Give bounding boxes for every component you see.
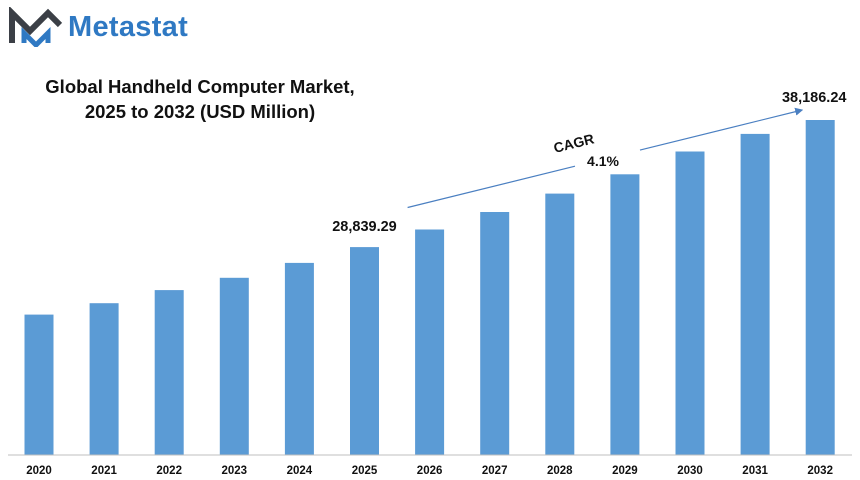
x-tick-label-2021: 2021	[91, 465, 117, 477]
x-tick-label-2030: 2030	[677, 465, 703, 477]
brand-logo: Metastat	[8, 6, 188, 48]
data-label-2025: 28,839.29	[332, 219, 397, 235]
brand-name: Metastat	[68, 10, 189, 43]
bar-2025	[350, 247, 379, 455]
bar-2026	[415, 229, 445, 455]
x-tick-label-2025: 2025	[352, 465, 378, 477]
x-tick-label-2020: 2020	[26, 465, 52, 477]
bar-2028	[545, 193, 575, 455]
bar-2030	[675, 151, 705, 455]
cagr-arrow-line-start	[407, 165, 576, 209]
x-tick-label-2024: 2024	[287, 465, 313, 477]
chart-title: Global Handheld Computer Market, 2025 to…	[20, 74, 380, 124]
bar-2023	[219, 277, 249, 455]
bar-2024	[284, 262, 314, 455]
x-tick-label-2023: 2023	[222, 465, 248, 477]
bar-2020	[24, 314, 54, 455]
x-tick-label-2027: 2027	[482, 465, 508, 477]
metastat-m-logo-icon	[9, 7, 63, 47]
cagr-value: 4.1%	[587, 153, 619, 169]
x-tick-label-2029: 2029	[612, 465, 638, 477]
bar-2031	[740, 133, 770, 455]
x-tick-label-2026: 2026	[417, 465, 443, 477]
cagr-arrow-line-end	[639, 107, 804, 151]
x-tick-label-2032: 2032	[807, 465, 833, 477]
x-tick-label-2022: 2022	[156, 465, 182, 477]
chart-title-line-2: 2025 to 2032 (USD Million)	[84, 101, 316, 122]
bar-2022	[154, 290, 184, 455]
chart-title-line-1: Global Handheld Computer Market,	[45, 76, 355, 97]
data-label-2032: 38,186.24	[782, 90, 847, 106]
bar-2029	[610, 174, 640, 456]
bar-2032	[805, 120, 835, 455]
x-tick-label-2028: 2028	[547, 465, 573, 477]
x-tick-label-2031: 2031	[742, 465, 768, 477]
bar-2027	[480, 212, 510, 455]
bar-2021	[89, 303, 119, 455]
